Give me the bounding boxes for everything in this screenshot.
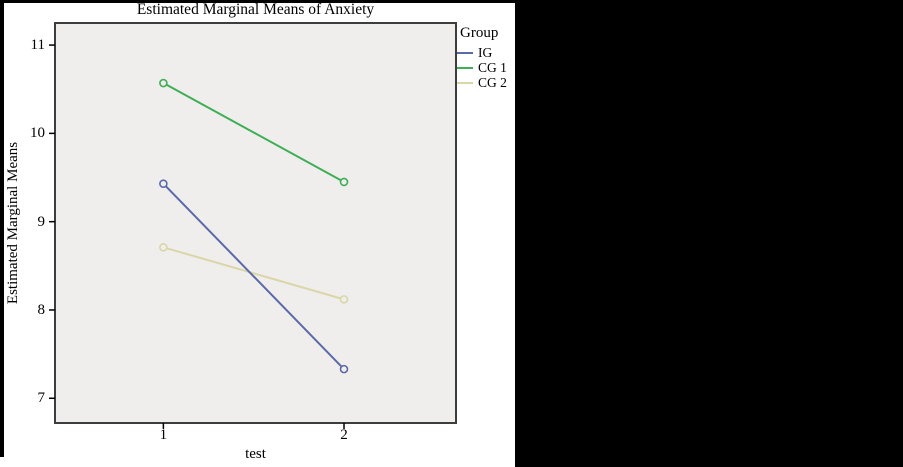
x-axis-title: test — [245, 446, 266, 462]
x-axis-tick-label: 2 — [340, 427, 348, 443]
legend-entry-cg-1: CG 1 — [457, 60, 507, 75]
legend-entry-cg-2: CG 2 — [457, 75, 507, 90]
legend-line-swatch-icon — [457, 51, 473, 54]
series-line-cg-1 — [162, 82, 345, 183]
y-axis-tick-label: 11 — [30, 37, 45, 54]
masked-black-region — [515, 0, 903, 467]
legend-label: CG 2 — [478, 75, 507, 90]
series-marker-ig — [159, 179, 168, 189]
legend-label: CG 1 — [478, 60, 507, 75]
border-strip-top — [0, 0, 903, 3]
series-marker-cg-2 — [159, 242, 168, 252]
y-axis-tick-label: 8 — [37, 301, 46, 318]
legend: Group IG CG 1 CG 2 — [457, 25, 507, 90]
legend-label: IG — [478, 45, 493, 60]
y-axis-tick-label: 7 — [37, 390, 46, 407]
series-marker-ig — [339, 364, 349, 374]
series-line-cg-2 — [163, 246, 345, 301]
series-marker-cg-2 — [339, 295, 349, 304]
x-axis-tick-label: 1 — [159, 427, 168, 443]
series-marker-cg-1 — [159, 78, 168, 88]
legend-line-swatch-icon — [457, 81, 473, 84]
series-line-ig — [162, 183, 345, 370]
legend-entry-ig: IG — [457, 45, 507, 60]
chart-title: Estimated Marginal Means of Anxiety — [136, 1, 375, 18]
legend-line-swatch-icon — [457, 66, 473, 69]
y-axis-tick-label: 9 — [37, 213, 46, 230]
plot-svg — [49, 22, 457, 429]
legend-entries: IG CG 1 CG 2 — [457, 45, 507, 90]
plot-area — [54, 22, 457, 424]
y-axis-tick-label: 10 — [30, 125, 45, 142]
border-strip-left — [0, 0, 4, 457]
legend-title: Group — [460, 25, 499, 41]
series-marker-cg-1 — [339, 177, 349, 187]
